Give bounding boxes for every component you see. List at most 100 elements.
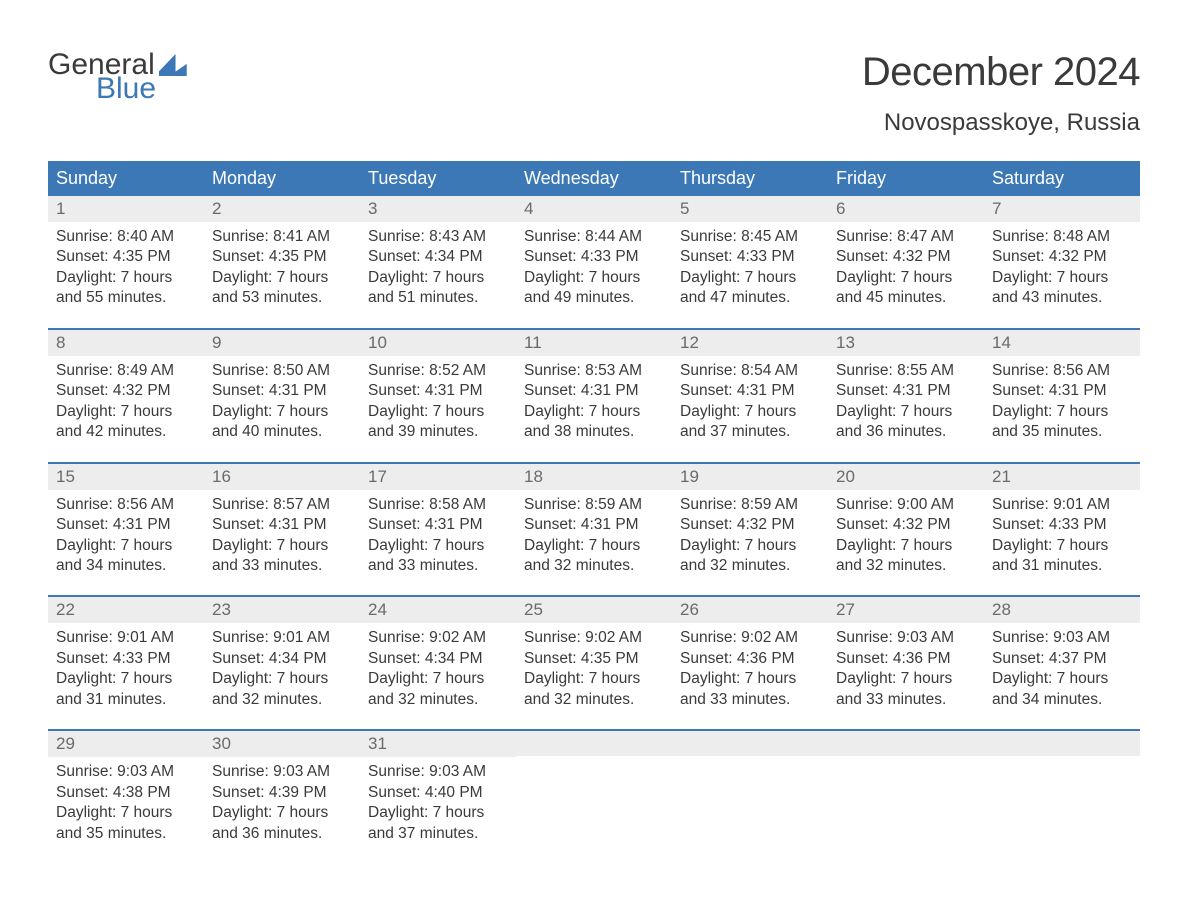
sunset-line: Sunset: 4:32 PM bbox=[56, 381, 196, 401]
day-body: Sunrise: 8:43 AMSunset: 4:34 PMDaylight:… bbox=[360, 222, 516, 314]
week-row: 22Sunrise: 9:01 AMSunset: 4:33 PMDayligh… bbox=[48, 595, 1140, 715]
sunset-line: Sunset: 4:34 PM bbox=[212, 649, 352, 669]
sunrise-line: Sunrise: 9:01 AM bbox=[212, 628, 352, 648]
day-cell: 13Sunrise: 8:55 AMSunset: 4:31 PMDayligh… bbox=[828, 330, 984, 448]
day-number: 27 bbox=[828, 597, 984, 623]
sunrise-line: Sunrise: 8:54 AM bbox=[680, 361, 820, 381]
day-cell: 27Sunrise: 9:03 AMSunset: 4:36 PMDayligh… bbox=[828, 597, 984, 715]
sunset-line: Sunset: 4:36 PM bbox=[680, 649, 820, 669]
sunrise-line: Sunrise: 8:53 AM bbox=[524, 361, 664, 381]
day-cell: 1Sunrise: 8:40 AMSunset: 4:35 PMDaylight… bbox=[48, 196, 204, 314]
day-number: 7 bbox=[984, 196, 1140, 222]
day-cell: 25Sunrise: 9:02 AMSunset: 4:35 PMDayligh… bbox=[516, 597, 672, 715]
day-number: 14 bbox=[984, 330, 1140, 356]
day-cell: 22Sunrise: 9:01 AMSunset: 4:33 PMDayligh… bbox=[48, 597, 204, 715]
day-number bbox=[672, 731, 828, 756]
day-number: 5 bbox=[672, 196, 828, 222]
sunset-line: Sunset: 4:34 PM bbox=[368, 649, 508, 669]
sunrise-line: Sunrise: 9:02 AM bbox=[368, 628, 508, 648]
day-body: Sunrise: 9:01 AMSunset: 4:33 PMDaylight:… bbox=[984, 490, 1140, 582]
sunrise-line: Sunrise: 8:47 AM bbox=[836, 227, 976, 247]
day-body: Sunrise: 8:41 AMSunset: 4:35 PMDaylight:… bbox=[204, 222, 360, 314]
sunrise-line: Sunrise: 8:59 AM bbox=[680, 495, 820, 515]
sunrise-line: Sunrise: 9:03 AM bbox=[992, 628, 1132, 648]
sunset-line: Sunset: 4:33 PM bbox=[680, 247, 820, 267]
day-body: Sunrise: 8:59 AMSunset: 4:31 PMDaylight:… bbox=[516, 490, 672, 582]
daylight-line: Daylight: 7 hours and 36 minutes. bbox=[212, 803, 352, 844]
day-body: Sunrise: 9:00 AMSunset: 4:32 PMDaylight:… bbox=[828, 490, 984, 582]
day-body: Sunrise: 9:01 AMSunset: 4:34 PMDaylight:… bbox=[204, 623, 360, 715]
calendar: Sunday Monday Tuesday Wednesday Thursday… bbox=[48, 161, 1140, 849]
day-body: Sunrise: 9:03 AMSunset: 4:38 PMDaylight:… bbox=[48, 757, 204, 849]
day-number: 29 bbox=[48, 731, 204, 757]
sunset-line: Sunset: 4:35 PM bbox=[212, 247, 352, 267]
day-number: 3 bbox=[360, 196, 516, 222]
daylight-line: Daylight: 7 hours and 40 minutes. bbox=[212, 402, 352, 443]
day-number: 31 bbox=[360, 731, 516, 757]
sunrise-line: Sunrise: 9:01 AM bbox=[56, 628, 196, 648]
day-body: Sunrise: 8:55 AMSunset: 4:31 PMDaylight:… bbox=[828, 356, 984, 448]
daylight-line: Daylight: 7 hours and 36 minutes. bbox=[836, 402, 976, 443]
day-body: Sunrise: 8:48 AMSunset: 4:32 PMDaylight:… bbox=[984, 222, 1140, 314]
day-body: Sunrise: 8:50 AMSunset: 4:31 PMDaylight:… bbox=[204, 356, 360, 448]
day-body: Sunrise: 9:03 AMSunset: 4:36 PMDaylight:… bbox=[828, 623, 984, 715]
sunrise-line: Sunrise: 8:40 AM bbox=[56, 227, 196, 247]
sunrise-line: Sunrise: 9:03 AM bbox=[836, 628, 976, 648]
day-cell: 30Sunrise: 9:03 AMSunset: 4:39 PMDayligh… bbox=[204, 731, 360, 849]
sunrise-line: Sunrise: 8:57 AM bbox=[212, 495, 352, 515]
day-body: Sunrise: 8:54 AMSunset: 4:31 PMDaylight:… bbox=[672, 356, 828, 448]
day-cell: 15Sunrise: 8:56 AMSunset: 4:31 PMDayligh… bbox=[48, 464, 204, 582]
day-cell: 31Sunrise: 9:03 AMSunset: 4:40 PMDayligh… bbox=[360, 731, 516, 849]
sunset-line: Sunset: 4:40 PM bbox=[368, 783, 508, 803]
day-number: 26 bbox=[672, 597, 828, 623]
day-number: 6 bbox=[828, 196, 984, 222]
day-cell bbox=[828, 731, 984, 849]
daylight-line: Daylight: 7 hours and 34 minutes. bbox=[56, 536, 196, 577]
daylight-line: Daylight: 7 hours and 35 minutes. bbox=[992, 402, 1132, 443]
sunrise-line: Sunrise: 8:48 AM bbox=[992, 227, 1132, 247]
day-cell: 3Sunrise: 8:43 AMSunset: 4:34 PMDaylight… bbox=[360, 196, 516, 314]
daylight-line: Daylight: 7 hours and 49 minutes. bbox=[524, 268, 664, 309]
day-cell: 29Sunrise: 9:03 AMSunset: 4:38 PMDayligh… bbox=[48, 731, 204, 849]
daylight-line: Daylight: 7 hours and 31 minutes. bbox=[56, 669, 196, 710]
week-row: 1Sunrise: 8:40 AMSunset: 4:35 PMDaylight… bbox=[48, 196, 1140, 314]
sunset-line: Sunset: 4:31 PM bbox=[524, 381, 664, 401]
day-number: 10 bbox=[360, 330, 516, 356]
daylight-line: Daylight: 7 hours and 39 minutes. bbox=[368, 402, 508, 443]
day-cell: 12Sunrise: 8:54 AMSunset: 4:31 PMDayligh… bbox=[672, 330, 828, 448]
daylight-line: Daylight: 7 hours and 35 minutes. bbox=[56, 803, 196, 844]
sunset-line: Sunset: 4:31 PM bbox=[212, 515, 352, 535]
sunset-line: Sunset: 4:31 PM bbox=[992, 381, 1132, 401]
day-number: 17 bbox=[360, 464, 516, 490]
sunset-line: Sunset: 4:32 PM bbox=[992, 247, 1132, 267]
day-number: 30 bbox=[204, 731, 360, 757]
sunrise-line: Sunrise: 8:59 AM bbox=[524, 495, 664, 515]
daylight-line: Daylight: 7 hours and 32 minutes. bbox=[524, 669, 664, 710]
day-cell: 17Sunrise: 8:58 AMSunset: 4:31 PMDayligh… bbox=[360, 464, 516, 582]
daylight-line: Daylight: 7 hours and 32 minutes. bbox=[836, 536, 976, 577]
sunrise-line: Sunrise: 9:01 AM bbox=[992, 495, 1132, 515]
sunset-line: Sunset: 4:31 PM bbox=[836, 381, 976, 401]
daylight-line: Daylight: 7 hours and 45 minutes. bbox=[836, 268, 976, 309]
day-cell: 26Sunrise: 9:02 AMSunset: 4:36 PMDayligh… bbox=[672, 597, 828, 715]
day-body: Sunrise: 8:59 AMSunset: 4:32 PMDaylight:… bbox=[672, 490, 828, 582]
logo: General Blue bbox=[48, 50, 187, 104]
day-cell bbox=[672, 731, 828, 849]
day-number: 21 bbox=[984, 464, 1140, 490]
sunrise-line: Sunrise: 8:50 AM bbox=[212, 361, 352, 381]
logo-text-blue: Blue bbox=[96, 74, 187, 104]
daylight-line: Daylight: 7 hours and 43 minutes. bbox=[992, 268, 1132, 309]
sunrise-line: Sunrise: 9:00 AM bbox=[836, 495, 976, 515]
day-body: Sunrise: 9:03 AMSunset: 4:39 PMDaylight:… bbox=[204, 757, 360, 849]
daylight-line: Daylight: 7 hours and 55 minutes. bbox=[56, 268, 196, 309]
sunrise-line: Sunrise: 9:03 AM bbox=[212, 762, 352, 782]
daylight-line: Daylight: 7 hours and 38 minutes. bbox=[524, 402, 664, 443]
day-body: Sunrise: 9:03 AMSunset: 4:37 PMDaylight:… bbox=[984, 623, 1140, 715]
day-body: Sunrise: 9:02 AMSunset: 4:34 PMDaylight:… bbox=[360, 623, 516, 715]
sunrise-line: Sunrise: 8:44 AM bbox=[524, 227, 664, 247]
day-number bbox=[984, 731, 1140, 756]
day-cell: 14Sunrise: 8:56 AMSunset: 4:31 PMDayligh… bbox=[984, 330, 1140, 448]
daylight-line: Daylight: 7 hours and 32 minutes. bbox=[368, 669, 508, 710]
logo-shape-icon bbox=[159, 54, 187, 76]
sunrise-line: Sunrise: 8:58 AM bbox=[368, 495, 508, 515]
